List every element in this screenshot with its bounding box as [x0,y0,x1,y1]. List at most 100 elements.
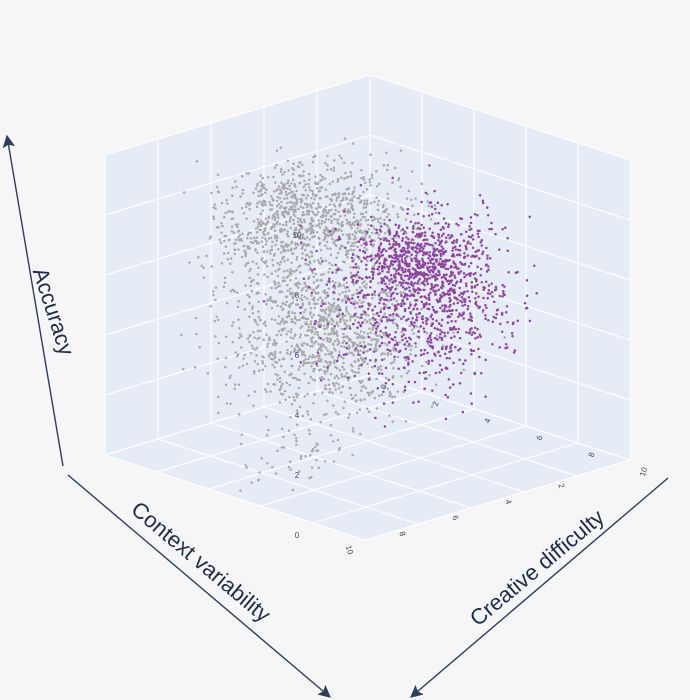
data-point [317,219,320,222]
data-point [434,283,437,287]
data-point [358,335,362,339]
data-point [403,230,407,233]
data-point [256,323,259,326]
data-point [252,220,256,223]
data-point [262,183,266,186]
data-point [422,327,425,330]
data-point [349,266,352,269]
data-point [355,273,358,276]
data-point [348,412,351,416]
data-point [325,240,329,244]
data-point [202,266,205,270]
data-point [292,210,296,214]
data-point [350,223,354,226]
data-point [377,265,381,269]
data-point [234,238,238,242]
data-point [435,338,439,341]
data-point [424,370,428,374]
data-point [233,242,236,245]
data-point [327,270,330,274]
data-point [305,236,309,239]
data-point [376,259,379,263]
data-point [318,376,322,380]
data-point [233,248,237,251]
data-point [448,305,451,308]
data-point [296,281,300,284]
data-point [463,303,467,307]
data-point [300,294,304,297]
data-point [491,295,494,298]
data-point [287,192,291,195]
data-point [276,378,279,381]
data-point [361,362,365,365]
data-point [422,215,425,218]
data-point [295,318,299,322]
data-point [231,340,234,344]
data-point [415,313,418,316]
data-point [312,288,315,291]
data-point [416,212,420,216]
data-point [420,200,423,204]
data-point [279,384,283,388]
data-point [352,191,355,194]
data-point [301,193,304,196]
data-point [386,348,390,351]
data-point [320,273,323,276]
data-point [384,288,387,292]
data-point [444,366,448,370]
data-point [426,262,430,265]
data-point [291,269,294,273]
data-point [320,315,323,319]
data-point [360,244,363,247]
data-point [338,369,342,372]
data-point [389,288,393,291]
data-point [380,335,384,339]
data-point [406,281,409,285]
data-point [251,312,255,315]
data-point [280,200,283,204]
data-point [442,260,445,264]
data-point [382,331,385,335]
data-point [362,250,365,253]
data-point [369,348,372,351]
data-point [361,380,364,383]
data-point [393,267,396,270]
data-point [369,224,373,227]
data-point [351,453,354,457]
data-point [465,331,468,334]
data-point [246,201,249,205]
data-point [514,271,518,275]
data-point [397,234,400,238]
data-point [273,366,276,369]
data-point [318,226,322,229]
data-point [301,344,304,348]
data-point [359,432,362,436]
data-point [230,229,234,233]
data-point [282,255,286,259]
data-point [362,359,365,362]
data-point [197,256,200,259]
data-point [313,260,316,263]
data-point [280,445,284,449]
data-point [205,254,208,258]
data-point [256,225,260,229]
data-point [360,389,363,392]
data-point [314,319,317,323]
data-point [213,319,217,323]
data-point [255,236,259,239]
data-point [338,350,341,354]
data-point [410,272,414,276]
data-point [343,214,347,217]
data-point [239,238,243,241]
data-point [341,312,344,316]
data-point [419,349,423,352]
data-point [364,386,367,390]
data-point [368,304,371,307]
data-point [307,227,310,231]
data-point [402,390,405,394]
data-point [316,351,320,354]
data-point [338,446,342,450]
data-point [460,232,463,236]
data-point [337,383,341,386]
